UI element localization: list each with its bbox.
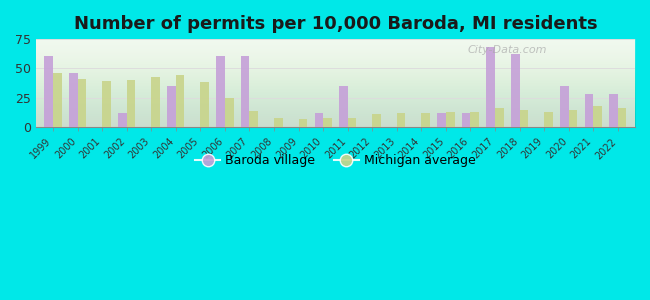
Bar	[250, 111, 258, 127]
Bar	[151, 76, 160, 127]
Bar	[584, 94, 593, 127]
Bar	[462, 113, 471, 127]
Bar	[511, 54, 519, 127]
Bar	[216, 56, 225, 127]
Legend: Baroda village, Michigan average: Baroda village, Michigan average	[190, 149, 481, 172]
Bar	[77, 79, 86, 127]
Bar	[372, 114, 381, 127]
Bar	[102, 81, 110, 127]
Bar	[437, 113, 446, 127]
Bar	[241, 56, 250, 127]
Bar	[44, 56, 53, 127]
Bar	[225, 98, 233, 127]
Bar	[618, 108, 627, 127]
Bar	[348, 118, 356, 127]
Bar	[298, 119, 307, 127]
Bar	[609, 94, 618, 127]
Bar	[176, 75, 185, 127]
Bar	[339, 86, 348, 127]
Bar	[396, 113, 406, 127]
Bar	[118, 113, 127, 127]
Bar	[200, 82, 209, 127]
Title: Number of permits per 10,000 Baroda, MI residents: Number of permits per 10,000 Baroda, MI …	[73, 15, 597, 33]
Bar	[519, 110, 528, 127]
Bar	[495, 108, 504, 127]
Bar	[560, 86, 569, 127]
Bar	[69, 73, 77, 127]
Bar	[53, 73, 62, 127]
Bar	[274, 118, 283, 127]
Bar	[569, 110, 577, 127]
Bar	[593, 106, 602, 127]
Bar	[323, 118, 332, 127]
Bar	[544, 112, 552, 127]
Bar	[471, 112, 479, 127]
Bar	[446, 112, 454, 127]
Bar	[486, 47, 495, 127]
Text: City-Data.com: City-Data.com	[467, 45, 547, 55]
Bar	[315, 113, 323, 127]
Bar	[167, 86, 176, 127]
Bar	[127, 80, 135, 127]
Bar	[421, 113, 430, 127]
